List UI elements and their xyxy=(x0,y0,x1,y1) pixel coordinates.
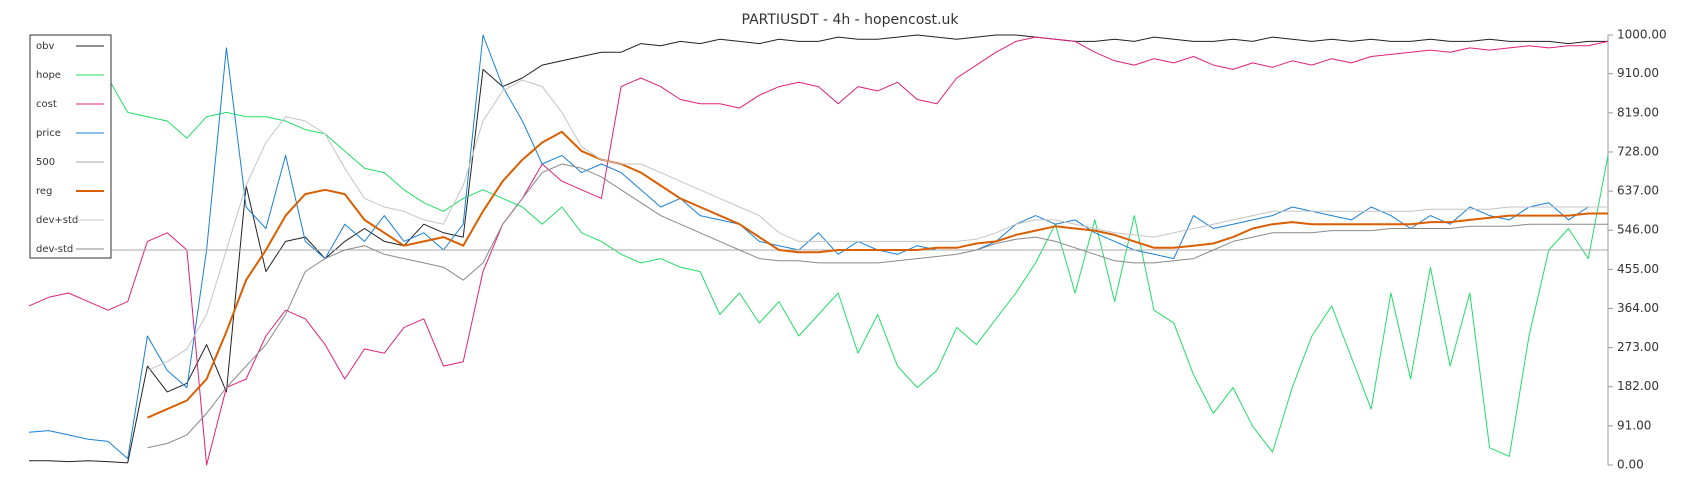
series-line xyxy=(147,163,1608,449)
series-line xyxy=(147,79,1608,371)
legend-label: reg xyxy=(36,186,52,197)
legend-label: 500 xyxy=(36,157,55,168)
y-tick-label: 910.00 xyxy=(1617,66,1659,80)
y-tick-label: 637.00 xyxy=(1617,184,1659,198)
series-line xyxy=(29,34,1608,464)
y-tick-label: 182.00 xyxy=(1617,379,1659,393)
series-line xyxy=(28,36,1609,466)
y-tick-label: 546.00 xyxy=(1617,223,1659,237)
legend-label: obv xyxy=(36,41,54,52)
series-line xyxy=(107,77,1609,457)
legend-label: hope xyxy=(36,70,61,81)
series-line xyxy=(28,34,1608,460)
legend-box xyxy=(29,34,112,259)
y-tick-label: 273.00 xyxy=(1617,340,1659,354)
legend-label: cost xyxy=(36,99,57,110)
y-tick-label: 455.00 xyxy=(1617,262,1659,276)
y-tick-label: 819.00 xyxy=(1617,105,1659,119)
chart-title: PARTIUSDT - 4h - hopencost.uk xyxy=(742,12,960,28)
legend: obv hope cost price 500 reg dev+std dev-std xyxy=(29,34,112,259)
series-line xyxy=(147,130,1608,419)
y-tick-label: 364.00 xyxy=(1617,301,1659,315)
y-tick-label: 0.00 xyxy=(1617,458,1644,472)
y-tick-label: 728.00 xyxy=(1617,144,1659,158)
plot-area: 0.00 91.00 182.00 273.00 364.00 455.00 546.00 6… xyxy=(28,28,1667,472)
legend-label: dev-std xyxy=(36,244,73,255)
legend-label: dev+std xyxy=(36,215,78,226)
legend-label: price xyxy=(36,128,61,139)
y-tick-label: 91.00 xyxy=(1617,418,1651,432)
y-tick-label: 1000.00 xyxy=(1617,28,1667,42)
